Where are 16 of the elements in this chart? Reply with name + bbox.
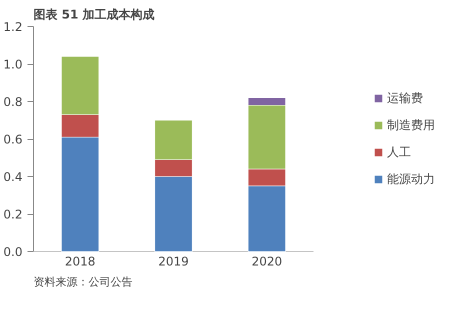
legend-label: 人工 [387,144,411,160]
x-tick-label: 2020 [252,254,282,268]
legend-label: 制造费用 [387,116,435,134]
y-tick-label: 0.0 [3,245,23,259]
text: 资料来源：公司公告 [34,276,132,288]
y-tick-label: 0.4 [3,170,23,184]
y-tick-label: 0.8 [3,95,23,109]
y-tick-label: 1.2 [3,20,23,34]
y-tick-label: 1.0 [3,58,23,72]
x-tick-label: 2019 [158,254,189,268]
legend-label: 运输费 [387,90,423,106]
y-tick-label: 0.6 [3,132,23,146]
x-tick-label: 2018 [64,254,96,268]
legend-label: 能源动力 [387,170,435,188]
chart-title: 图表 51 加工成本构成 [34,8,155,22]
y-tick-label: 0.2 [3,208,23,222]
